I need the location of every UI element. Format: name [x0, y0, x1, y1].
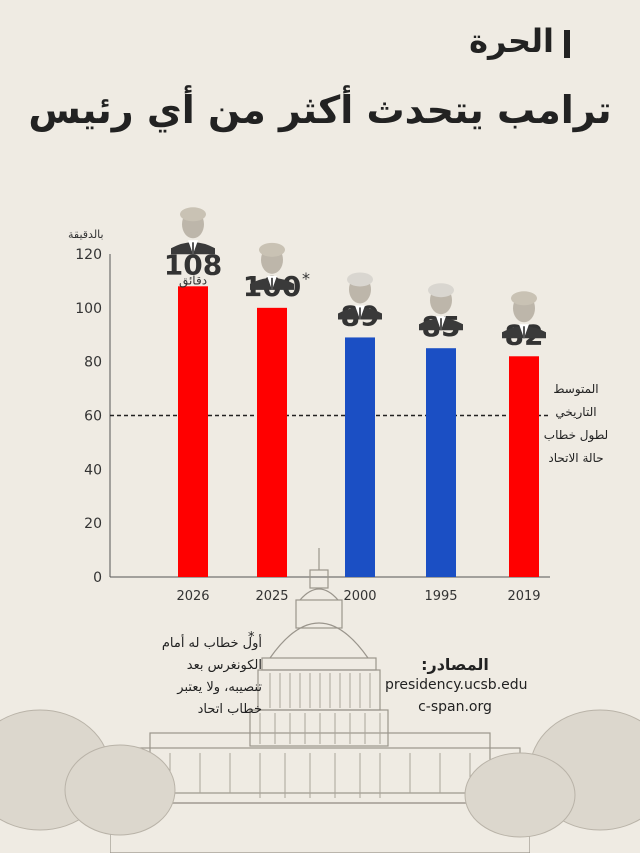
- footnote-line-4: خطاب اتحاد: [197, 702, 262, 717]
- sources-heading: المصادر:: [421, 655, 489, 674]
- y-tick-label: 0: [93, 570, 102, 586]
- average-line-3: لطول خطاب: [543, 428, 609, 442]
- y-tick-label: 100: [75, 301, 102, 317]
- trees-illustration: [0, 709, 640, 838]
- y-tick-label: 120: [75, 247, 102, 263]
- bar: [426, 348, 456, 577]
- x-tick-label: 2019: [507, 589, 540, 604]
- footnote-line-1: أول خطاب له أمام: [161, 636, 262, 651]
- source-item: presidency.ucsb.edu: [385, 677, 528, 693]
- y-tick-label: 80: [84, 355, 102, 371]
- footnote-asterisk: *: [248, 630, 255, 645]
- data-label-asterisk: *: [302, 269, 310, 288]
- bar: [509, 356, 539, 577]
- clinton-portrait-icon: [419, 283, 463, 331]
- average-line-2: التاريخي: [555, 405, 597, 419]
- y-tick-label: 40: [84, 462, 102, 478]
- footnote-line-2: الكونغرس بعد: [186, 658, 262, 673]
- x-tick-label: 2026: [176, 589, 209, 604]
- bar: [345, 337, 375, 577]
- source-item: c-span.org: [418, 699, 492, 715]
- data-unit-label: دقائق: [179, 273, 207, 288]
- trump-portrait-icon: [171, 207, 215, 255]
- logo-bar: [564, 30, 570, 58]
- y-axis-unit-label: بالدقيقة: [68, 228, 104, 241]
- x-tick-label: 2025: [255, 589, 288, 604]
- footnote: أول خطاب له أمام الكونغرس بعد تنصيبه، ول…: [122, 633, 262, 721]
- x-tick-label: 1995: [424, 589, 457, 604]
- brand-logo: الحرة: [469, 22, 554, 60]
- y-tick-label: 20: [84, 516, 102, 532]
- page-title: ترامب يتحدث أكثر من أي رئيس: [28, 88, 612, 132]
- average-annotation: المتوسط التاريخي لطول خطاب حالة الاتحاد: [540, 378, 612, 470]
- bar: [178, 286, 208, 577]
- sources: المصادر: presidency.ucsb.edu c-span.org: [385, 655, 528, 718]
- average-line-4: حالة الاتحاد: [548, 451, 604, 465]
- trump-portrait-icon: [250, 242, 294, 290]
- average-line-1: المتوسط: [553, 382, 599, 396]
- bar: [257, 307, 287, 577]
- x-tick-label: 2000: [343, 589, 376, 604]
- trump-portrait-icon: [502, 291, 546, 339]
- y-tick-label: 60: [84, 409, 102, 425]
- footnote-line-3: تنصيبه، ولا يعتبر: [177, 680, 262, 695]
- clinton-portrait-icon: [338, 272, 382, 320]
